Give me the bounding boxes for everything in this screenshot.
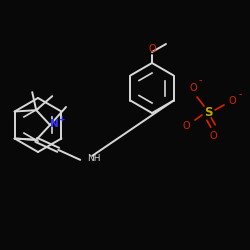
Text: O: O — [228, 96, 236, 106]
Text: -: - — [238, 89, 242, 99]
Text: S: S — [204, 106, 212, 118]
Text: O: O — [209, 131, 217, 141]
Text: -: - — [198, 75, 202, 85]
Text: NH: NH — [87, 154, 101, 163]
Text: O: O — [148, 44, 156, 54]
Text: N: N — [50, 119, 58, 129]
Text: +: + — [58, 114, 64, 124]
Text: O: O — [182, 121, 190, 131]
Text: O: O — [189, 83, 197, 93]
